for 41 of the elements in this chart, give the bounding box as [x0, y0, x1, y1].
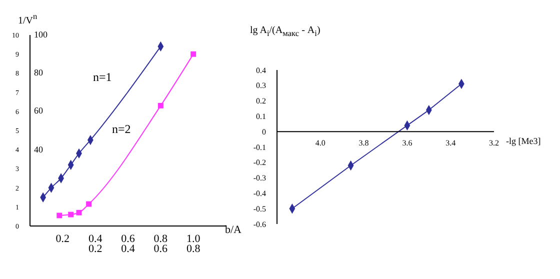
y2-tick-label: 60 [34, 106, 43, 116]
y2-tick-label: 80 [34, 68, 43, 78]
x2-tick-label: 0.8 [186, 243, 200, 255]
y-tick-label: -0.6 [253, 220, 266, 229]
y-axis-title: 1/V$^{n}$ [18, 12, 38, 26]
point [190, 51, 196, 57]
x-tick-label: 0.4 [88, 232, 103, 245]
point [86, 201, 92, 207]
y2-tick-label: 40 [34, 144, 43, 154]
x2-tick-label: 0.4 [121, 243, 135, 255]
point [56, 212, 62, 218]
x-tick-label: 3.4 [446, 138, 456, 148]
series-label: n=2 [112, 122, 131, 137]
x-tick-label: 3.8 [358, 138, 369, 148]
x2-tick-label: 0.6 [154, 243, 168, 255]
y-tick-label: 0.1 [256, 112, 266, 122]
y-tick-label: -0.2 [253, 158, 266, 168]
x-tick-label: 4.0 [315, 138, 326, 148]
x2-tick-label: 0.2 [88, 243, 102, 255]
y-tick-label: -0.3 [253, 174, 266, 183]
x-tick-label: 1.0 [186, 232, 201, 245]
series-label: n=1 [93, 70, 112, 85]
x-tick-label: 3.6 [402, 138, 412, 148]
x-tick-label: 3.2 [489, 138, 499, 148]
y-tick-label: 0 [262, 127, 266, 136]
y-tick-label: -0.5 [253, 204, 266, 214]
point [68, 212, 74, 218]
y2-tick-label: 100 [34, 30, 48, 40]
x-tick-label: 0.2 [56, 232, 70, 245]
x-axis-title: b/A [225, 224, 242, 236]
y-tick-label: 0.3 [256, 81, 266, 90]
y-axis-title: lg A$_{i}$/(A$_{макс}$ - A$_{i}$) [250, 25, 320, 38]
x-axis-title: -lg [Me3] [506, 136, 541, 146]
y-tick-label: 0.4 [256, 66, 266, 75]
y-tick-label: -0.1 [253, 142, 266, 152]
point [76, 210, 82, 216]
point [158, 102, 164, 108]
x-tick-label: 0.6 [121, 232, 136, 245]
y-tick-label: 0.2 [256, 96, 266, 106]
y-tick-label: -0.4 [253, 189, 266, 198]
x-tick-label: 0.8 [154, 232, 168, 245]
